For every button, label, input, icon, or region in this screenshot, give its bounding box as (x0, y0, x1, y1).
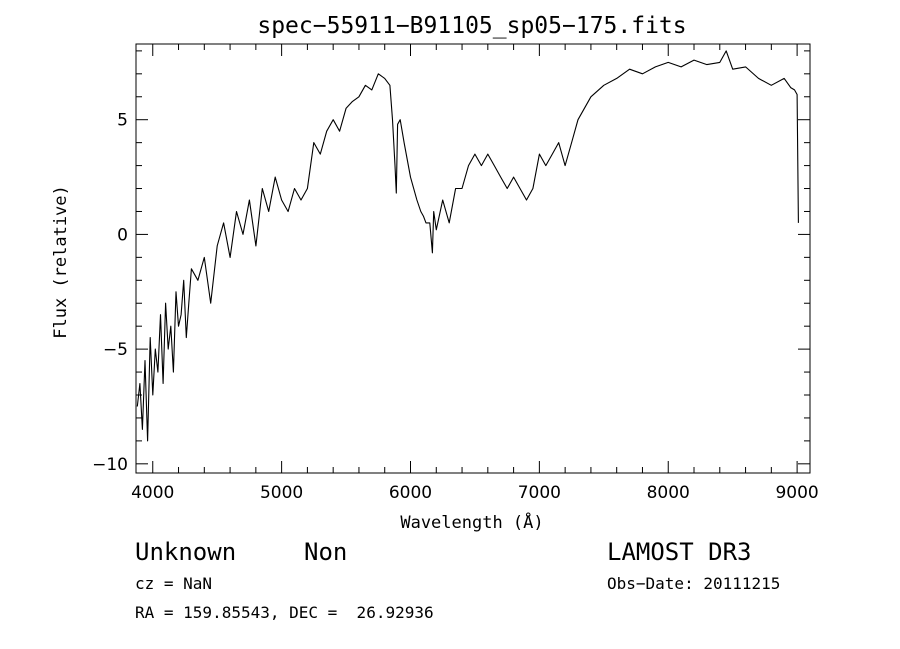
y-tick-label: 5 (117, 111, 128, 131)
classification-label: Unknown (135, 538, 237, 566)
axis-ticks (136, 44, 810, 473)
obs-date-label: Obs−Date: 20111215 (607, 574, 781, 593)
y-tick-label: −5 (103, 340, 128, 360)
x-tick-label: 8000 (647, 483, 690, 503)
y-tick-label: 0 (117, 225, 128, 245)
y-tick-labels: −10 −5 0 5 (92, 111, 128, 475)
x-tick-labels: 4000 5000 6000 7000 8000 9000 (131, 483, 819, 503)
x-tick-label: 7000 (518, 483, 561, 503)
y-tick-label: −10 (92, 455, 128, 475)
x-tick-label: 5000 (260, 483, 303, 503)
survey-label: LAMOST DR3 (607, 538, 752, 566)
x-tick-label: 4000 (131, 483, 174, 503)
spectrum-line (136, 50, 799, 442)
plot-frame (135, 43, 811, 474)
subclass-label: Non (304, 538, 348, 566)
chart-title: spec−55911−B91105_sp05−175.fits (257, 13, 686, 39)
x-tick-label: 9000 (775, 483, 818, 503)
x-tick-label: 6000 (389, 483, 432, 503)
x-axis-label: Wavelength (Å) (400, 511, 543, 533)
redshift-label: cz = NaN (135, 574, 213, 593)
coordinates-label: RA = 159.85543, DEC = 26.92936 (135, 603, 434, 622)
y-axis-label: Flux (relative) (51, 185, 71, 339)
